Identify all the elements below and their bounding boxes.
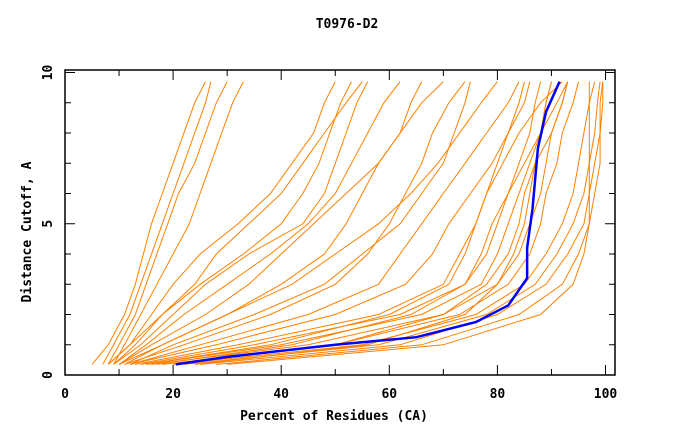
y-axis-label: Distance Cutoff, A <box>20 161 35 302</box>
model-curve-17 <box>173 81 596 365</box>
model-curve-11 <box>129 81 531 365</box>
model-curve-5 <box>107 81 336 365</box>
y-tick-label: 10 <box>41 65 56 81</box>
model-curve-13 <box>140 81 542 365</box>
x-tick-label: 0 <box>61 387 69 402</box>
y-tick-label: 5 <box>41 220 56 228</box>
chart-title: T0976-D2 <box>316 17 379 32</box>
ticks-layer: 0 20 40 60 80 100 0 5 10 <box>41 65 617 402</box>
x-axis-label: Percent of Residues (CA) <box>240 409 428 424</box>
model-curve-1 <box>91 81 206 365</box>
model-curve-6 <box>113 81 352 365</box>
x-tick-label: 40 <box>273 387 289 402</box>
model-curve-2 <box>102 81 212 365</box>
model-curve-10 <box>129 81 520 365</box>
model-curve-29 <box>113 81 369 365</box>
plot-frame <box>64 69 616 376</box>
model-curve-27 <box>124 81 498 365</box>
y-tick-label: 0 <box>41 371 56 379</box>
model-curve-26 <box>129 81 471 365</box>
model-curve-9 <box>124 81 466 365</box>
model-curve-28 <box>118 81 423 365</box>
model-curve-25 <box>146 81 563 365</box>
model-curve-30 <box>107 81 363 365</box>
model-curve-23 <box>173 81 569 365</box>
model-curve-16 <box>162 81 579 365</box>
x-tick-label: 20 <box>165 387 181 402</box>
model-curve-7 <box>118 81 401 365</box>
x-tick-label: 100 <box>594 387 618 402</box>
highlight-curve <box>175 81 561 366</box>
model-curve-4 <box>113 81 244 365</box>
model-curve-18 <box>183 81 601 365</box>
x-tick-label: 80 <box>490 387 506 402</box>
model-curve-3 <box>107 81 228 365</box>
model-curve-21 <box>227 81 590 365</box>
x-tick-label: 60 <box>381 387 397 402</box>
series-layer <box>91 81 604 366</box>
model-curve-24 <box>156 81 569 365</box>
